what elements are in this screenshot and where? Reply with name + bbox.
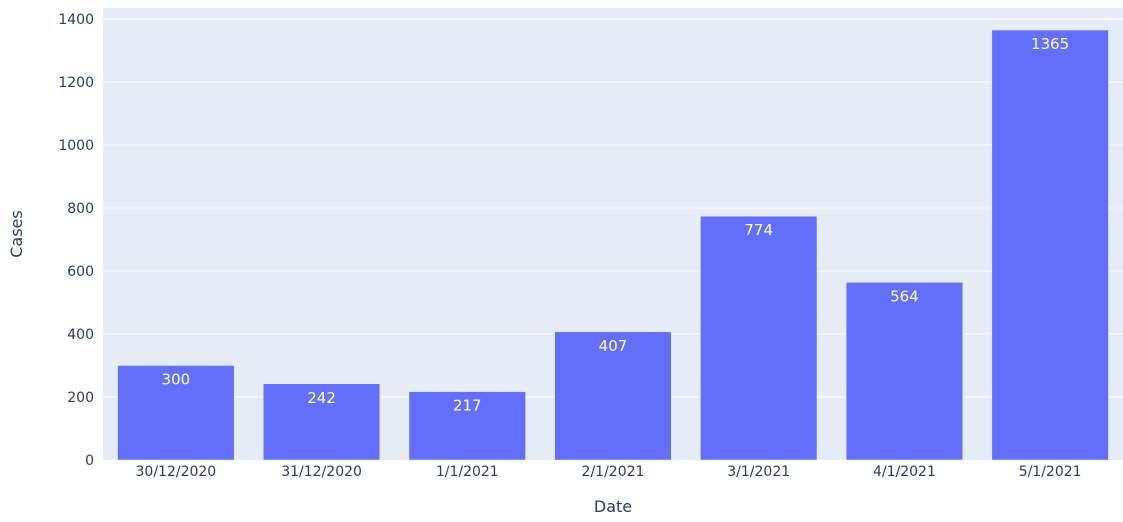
y-tick-label: 1200 (58, 75, 94, 91)
x-tick-label: 1/1/2021 (436, 464, 499, 480)
bar-data-label: 774 (744, 221, 773, 239)
bar-data-label: 564 (890, 287, 919, 305)
y-tick-label: 1400 (58, 12, 94, 28)
y-tick-label: 600 (67, 264, 94, 280)
bar (554, 331, 672, 461)
y-tick-label: 200 (67, 390, 94, 406)
y-tick-label: 400 (67, 327, 94, 343)
x-axis-ticks: 30/12/2020 31/12/2020 1/1/2021 2/1/2021 3/1/… (136, 464, 1082, 480)
bar (117, 365, 235, 461)
bar-data-label: 300 (162, 371, 191, 389)
bar-data-label: 242 (307, 389, 336, 407)
y-tick-label: 800 (67, 201, 94, 217)
y-tick-label: 0 (85, 453, 94, 469)
y-tick-label: 1000 (58, 138, 94, 154)
bars (117, 29, 1109, 461)
x-tick-label: 4/1/2021 (873, 464, 936, 480)
y-axis-ticks: 0 200 400 600 800 1000 1200 1400 (58, 12, 94, 469)
bar (991, 29, 1109, 461)
x-axis-title: Date (594, 497, 632, 516)
bar (845, 282, 963, 461)
x-tick-label: 31/12/2020 (281, 464, 362, 480)
x-tick-label: 2/1/2021 (582, 464, 645, 480)
x-tick-label: 5/1/2021 (1019, 464, 1082, 480)
x-tick-label: 3/1/2021 (727, 464, 790, 480)
bar-data-label: 217 (453, 397, 482, 415)
x-tick-label: 30/12/2020 (136, 464, 217, 480)
y-axis-title: Cases (7, 210, 26, 258)
bar (700, 215, 818, 461)
bar-data-label: 407 (599, 337, 628, 355)
bar-data-label: 1365 (1031, 35, 1069, 53)
data-labels: 300 242 217 407 774 564 1365 (162, 35, 1070, 415)
bar (408, 391, 526, 461)
bar (263, 383, 381, 461)
